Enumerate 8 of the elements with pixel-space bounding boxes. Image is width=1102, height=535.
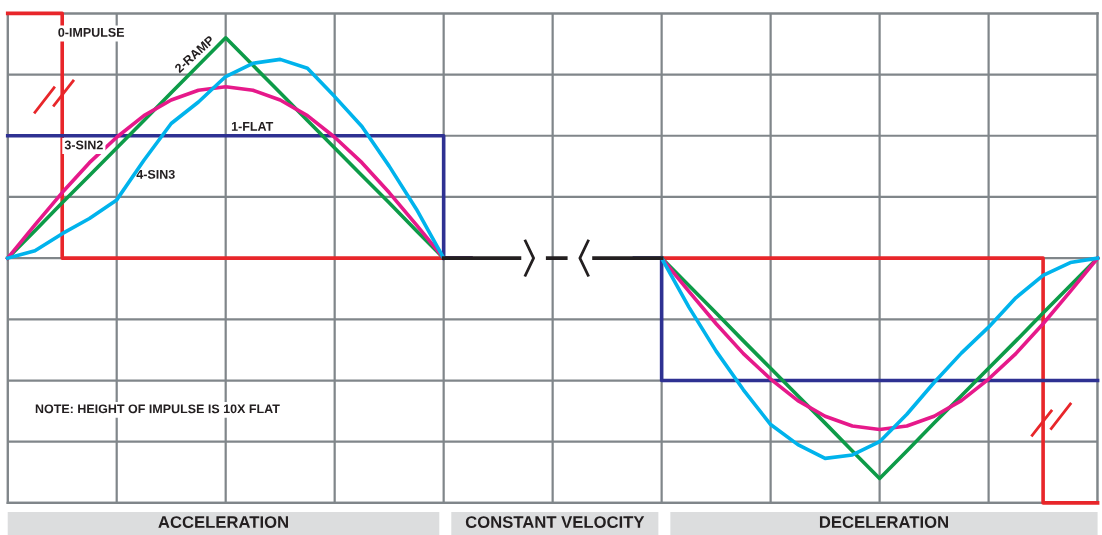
annotation: 4-SIN3 xyxy=(136,169,175,179)
text: CONSTANT VELOCITY xyxy=(465,516,645,528)
annotation: 1-FLAT xyxy=(231,122,274,131)
text: ACCELERATION xyxy=(158,516,288,528)
annotation: NOTE: HEIGHT OF IMPULSE IS 10X FLAT xyxy=(35,404,280,414)
annotation: 3-SIN2 xyxy=(64,140,103,150)
annotation: 0-IMPULSE xyxy=(58,27,125,37)
text: DECELERATION xyxy=(819,516,948,528)
